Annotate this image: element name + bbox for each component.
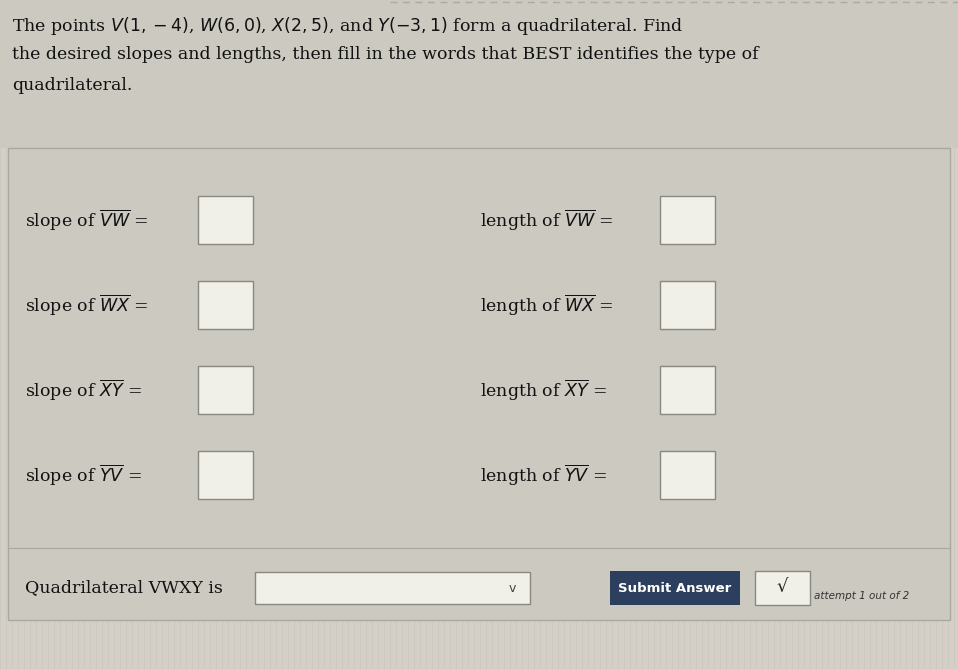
Text: The points $V(1,-4)$, $W(6,0)$, $X(2,5)$, and $Y(-3,1)$ form a quadrilateral. Fi: The points $V(1,-4)$, $W(6,0)$, $X(2,5)$…	[12, 15, 684, 37]
FancyBboxPatch shape	[8, 148, 950, 620]
FancyBboxPatch shape	[198, 196, 253, 244]
Text: slope of $\overline{XY}$ =: slope of $\overline{XY}$ =	[25, 377, 142, 403]
Text: √: √	[777, 578, 788, 596]
Text: slope of $\overline{VW}$ =: slope of $\overline{VW}$ =	[25, 207, 148, 233]
FancyBboxPatch shape	[198, 451, 253, 499]
Text: slope of $\overline{WX}$ =: slope of $\overline{WX}$ =	[25, 292, 148, 318]
FancyBboxPatch shape	[198, 366, 253, 414]
Text: slope of $\overline{YV}$ =: slope of $\overline{YV}$ =	[25, 462, 142, 488]
FancyBboxPatch shape	[660, 281, 715, 329]
FancyBboxPatch shape	[660, 366, 715, 414]
FancyBboxPatch shape	[755, 571, 810, 605]
FancyBboxPatch shape	[255, 572, 530, 604]
FancyBboxPatch shape	[0, 0, 958, 148]
Text: attempt 1 out of 2: attempt 1 out of 2	[814, 591, 909, 601]
Text: Quadrilateral VWXY is: Quadrilateral VWXY is	[25, 579, 223, 597]
Text: length of $\overline{XY}$ =: length of $\overline{XY}$ =	[480, 377, 607, 403]
Text: the desired slopes and lengths, then fill in the words that BEST identifies the : the desired slopes and lengths, then fil…	[12, 46, 759, 63]
Text: length of $\overline{WX}$ =: length of $\overline{WX}$ =	[480, 292, 614, 318]
Text: v: v	[509, 583, 515, 595]
FancyBboxPatch shape	[660, 196, 715, 244]
Text: quadrilateral.: quadrilateral.	[12, 77, 132, 94]
FancyBboxPatch shape	[660, 451, 715, 499]
Text: length of $\overline{YV}$ =: length of $\overline{YV}$ =	[480, 462, 607, 488]
Text: length of $\overline{VW}$ =: length of $\overline{VW}$ =	[480, 207, 614, 233]
Text: Submit Answer: Submit Answer	[618, 581, 732, 595]
FancyBboxPatch shape	[610, 571, 740, 605]
FancyBboxPatch shape	[198, 281, 253, 329]
